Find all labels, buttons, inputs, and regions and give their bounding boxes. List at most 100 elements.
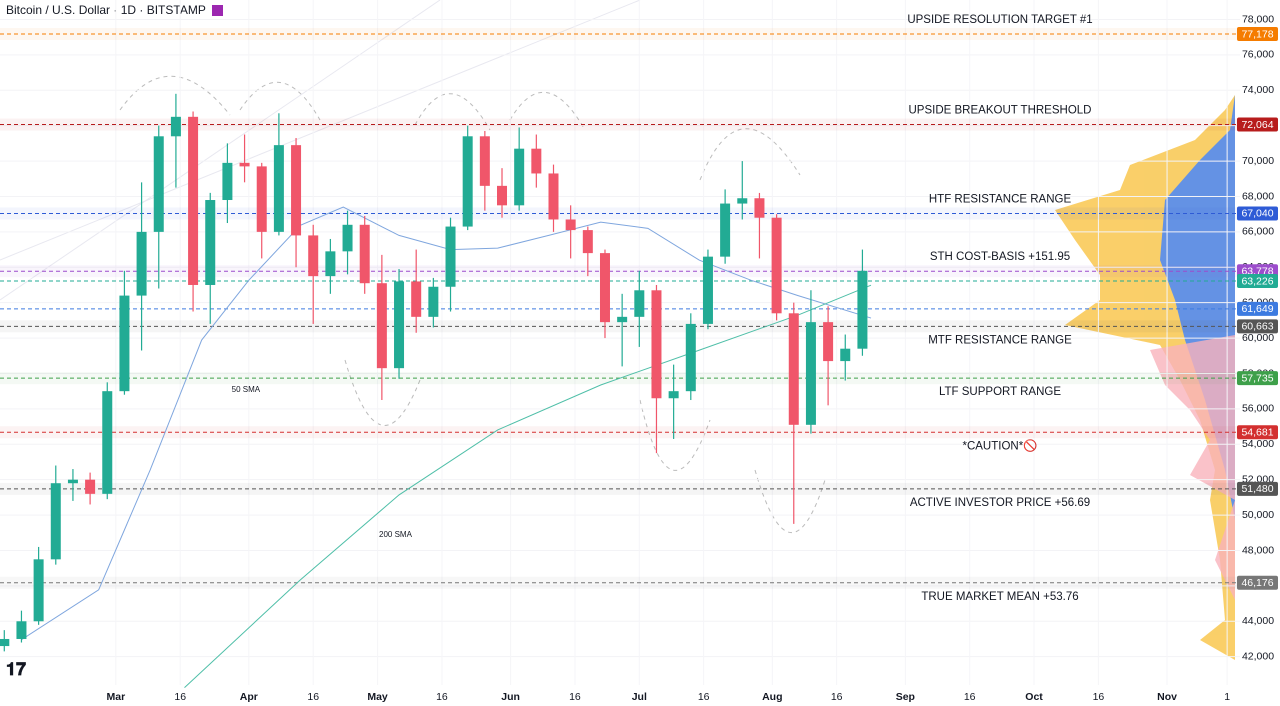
candle-body xyxy=(0,638,10,647)
candle-body xyxy=(308,235,319,277)
candle-body xyxy=(342,224,353,252)
x-tick-label: Jul xyxy=(632,691,647,703)
x-tick-label: Nov xyxy=(1157,691,1177,703)
candle-body xyxy=(428,286,439,317)
candle-body xyxy=(239,162,250,167)
price-tag-label: 72,064 xyxy=(1241,119,1273,131)
volume-profile xyxy=(1055,95,1235,660)
x-tick-label: Mar xyxy=(107,691,126,703)
candle-body xyxy=(67,479,78,484)
x-tick-label: 16 xyxy=(964,691,976,703)
y-tick-label: 74,000 xyxy=(1242,84,1274,96)
price-tag-label: 63,226 xyxy=(1241,275,1273,287)
candle-body xyxy=(702,256,713,324)
series-label: 50 SMA xyxy=(232,385,261,394)
x-tick-label: 16 xyxy=(174,691,186,703)
x-tick-label: 16 xyxy=(307,691,319,703)
level-label: ACTIVE INVESTOR PRICE +56.69 xyxy=(910,497,1090,509)
profile-volume xyxy=(1150,335,1235,600)
price-tag xyxy=(1237,27,1278,42)
y-tick-label: 60,000 xyxy=(1242,332,1274,344)
x-tick-label: Apr xyxy=(240,691,258,703)
level-label: HTF RESISTANCE RANGE xyxy=(929,193,1072,205)
candle-body xyxy=(599,253,610,323)
x-tick-label: Sep xyxy=(896,691,915,703)
candle-body xyxy=(85,479,96,494)
x-tick-label: Jun xyxy=(501,691,520,703)
price-tag-label: 61,649 xyxy=(1241,303,1273,315)
candle-body xyxy=(479,136,490,186)
x-tick-label: 16 xyxy=(436,691,448,703)
candle-body xyxy=(685,323,696,392)
candle-body xyxy=(291,145,302,236)
price-tag-label: 57,735 xyxy=(1241,372,1273,384)
price-tag-label: 51,480 xyxy=(1241,483,1273,495)
candle-body xyxy=(531,148,542,174)
candle-body xyxy=(497,185,508,206)
candle-body xyxy=(754,198,765,218)
level-label: LTF SUPPORT RANGE xyxy=(939,386,1061,398)
x-tick-label: 16 xyxy=(831,691,843,703)
x-tick-label: 16 xyxy=(1093,691,1105,703)
candle-body xyxy=(256,166,267,232)
y-tick-label: 78,000 xyxy=(1242,13,1274,25)
candle-body xyxy=(462,136,473,227)
candle-body xyxy=(617,316,628,323)
price-tag xyxy=(1237,117,1278,132)
level-label: *CAUTION*🚫 xyxy=(962,438,1037,452)
channel-lines xyxy=(0,0,641,301)
candle-body xyxy=(737,198,748,204)
candle-body xyxy=(376,283,387,369)
candle-body xyxy=(50,483,61,560)
candle-body xyxy=(445,226,456,287)
logo: 𝟏𝟕 xyxy=(6,659,26,679)
chart-title: Bitcoin / U.S. Dollar · 1D · BITSTAMP xyxy=(6,3,206,17)
candle-body xyxy=(565,219,576,231)
y-tick-label: 56,000 xyxy=(1242,403,1274,415)
y-tick-label: 66,000 xyxy=(1242,226,1274,238)
candle-body xyxy=(651,290,662,399)
x-tick-label: May xyxy=(367,691,388,703)
candle-body xyxy=(205,200,216,285)
price-tag xyxy=(1237,425,1278,440)
candle-body xyxy=(170,116,181,137)
x-tick-label: Oct xyxy=(1025,691,1043,703)
y-tick-label: 42,000 xyxy=(1242,650,1274,662)
level-label: TRUE MARKET MEAN +53.76 xyxy=(921,591,1078,603)
candle-body xyxy=(222,162,233,201)
candle-body xyxy=(840,348,851,362)
x-tick-label: 1 xyxy=(1224,691,1230,703)
candle-body xyxy=(394,281,405,369)
y-tick-label: 44,000 xyxy=(1242,615,1274,627)
moving-average xyxy=(184,284,872,689)
x-tick-label: 16 xyxy=(698,691,710,703)
flag-icon xyxy=(212,5,223,16)
y-tick-label: 54,000 xyxy=(1242,438,1274,450)
y-tick-label: 50,000 xyxy=(1242,509,1274,521)
candle-body xyxy=(273,145,284,232)
candle-body xyxy=(720,203,731,257)
price-tag-label: 46,176 xyxy=(1241,577,1273,589)
candle-body xyxy=(805,322,816,425)
candle-body xyxy=(823,322,834,362)
level-label: STH COST-BASIS +151.95 xyxy=(930,251,1070,263)
price-tag xyxy=(1237,206,1278,221)
y-tick-label: 48,000 xyxy=(1242,544,1274,556)
level-label: UPSIDE RESOLUTION TARGET #1 xyxy=(907,14,1092,26)
price-tag xyxy=(1237,371,1278,386)
y-tick-label: 76,000 xyxy=(1242,49,1274,61)
series-label: 200 SMA xyxy=(379,530,413,539)
candle-body xyxy=(411,281,422,317)
price-tag xyxy=(1237,481,1278,496)
candle-body xyxy=(359,224,370,284)
price-tag xyxy=(1237,273,1278,288)
price-tag-label: 54,681 xyxy=(1241,427,1273,439)
candle-body xyxy=(136,231,147,296)
candle-body xyxy=(634,290,645,317)
price-tag-label: 60,663 xyxy=(1241,321,1273,333)
candle-body xyxy=(153,136,164,232)
candle-body xyxy=(119,295,130,392)
